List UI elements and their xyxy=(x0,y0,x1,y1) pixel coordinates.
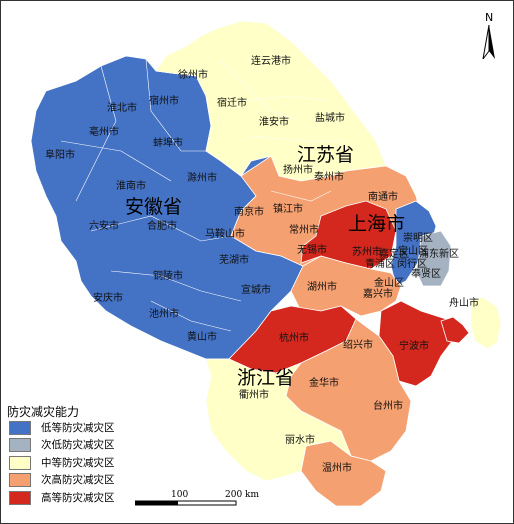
district-label: 崇明区 xyxy=(403,232,433,244)
city-label: 舟山市 xyxy=(449,296,479,309)
city-label: 宿迁市 xyxy=(217,96,247,109)
city-label: 黄山市 xyxy=(187,330,217,343)
city-label: 安庆市 xyxy=(93,291,123,304)
district-label: 浦东新区 xyxy=(419,247,459,260)
legend-swatch xyxy=(9,491,31,505)
city-label: 阜阳市 xyxy=(45,148,75,161)
city-label: 滁州市 xyxy=(187,171,217,184)
legend-label: 低等防灾减灾区 xyxy=(41,422,115,434)
city-label: 常州市 xyxy=(289,223,319,236)
legend-label: 高等防灾减灾区 xyxy=(41,492,115,504)
legend-label: 次高防灾减灾区 xyxy=(41,474,115,486)
city-label: 六安市 xyxy=(89,219,119,232)
city-label: 宿州市 xyxy=(149,94,179,107)
city-label: 宁波市 xyxy=(399,339,429,352)
north-label: N xyxy=(485,11,493,24)
city-label: 铜陵市 xyxy=(153,269,183,282)
city-label: 泰州市 xyxy=(314,170,344,183)
city-label: 湖州市 xyxy=(307,280,337,293)
district-label: 青浦区 xyxy=(365,257,395,270)
city-label: 芜湖市 xyxy=(219,253,249,266)
city-label: 杭州市 xyxy=(279,331,309,344)
legend-label: 中等防灾减灾区 xyxy=(41,457,115,469)
legend-swatch xyxy=(9,438,31,452)
city-label: 无锡市 xyxy=(297,243,327,256)
legend-swatch xyxy=(9,421,31,435)
city-label: 淮安市 xyxy=(259,115,289,128)
city-label: 温州市 xyxy=(322,461,352,474)
district-label: 奉贤区 xyxy=(411,267,441,280)
legend-title: 防灾减灾能力 xyxy=(7,405,80,419)
city-label: 扬州市 xyxy=(283,163,313,176)
scale-bar xyxy=(120,500,237,506)
city-label: 亳州市 xyxy=(89,125,119,138)
city-label: 合肥市 xyxy=(147,219,177,232)
region-zhoushan xyxy=(440,316,470,344)
city-label: 绍兴市 xyxy=(343,338,373,351)
city-label: 宣城市 xyxy=(241,283,271,296)
city-label: 镇江市 xyxy=(273,202,303,215)
scale-label-200: 200 km xyxy=(225,490,260,500)
province-label-shanghai: 上海市 xyxy=(348,213,405,235)
city-label: 淮北市 xyxy=(107,101,137,114)
city-label: 南京市 xyxy=(234,205,264,218)
scale-label-100: 100 xyxy=(171,490,189,500)
legend-label: 次低防灾减灾区 xyxy=(41,439,115,451)
region-zhejiang-south xyxy=(205,358,352,482)
city-label: 蚌埠市 xyxy=(153,136,183,149)
north-arrow-icon: N xyxy=(482,11,495,60)
province-label-anhui: 安徽省 xyxy=(125,196,182,218)
city-label: 嘉兴市 xyxy=(363,287,393,300)
region-shanghai-sublow xyxy=(415,230,452,287)
province-label-zhejiang: 浙江省 xyxy=(237,367,294,389)
province-label-jiangsu: 江苏省 xyxy=(297,144,354,166)
region-zhoushan-east xyxy=(470,296,502,350)
city-label: 衢州市 xyxy=(239,388,269,401)
legend-swatch xyxy=(9,456,31,470)
city-borders xyxy=(60,58,346,332)
city-label: 台州市 xyxy=(373,399,403,412)
district-label: 宝山区 xyxy=(398,244,428,257)
legend-swatch xyxy=(9,473,31,487)
city-label: 淮南市 xyxy=(116,179,146,192)
city-label: 苏州市 xyxy=(352,245,382,258)
city-label: 马鞍山市 xyxy=(205,227,245,240)
city-label: 盐城市 xyxy=(315,111,345,124)
city-label: 南通市 xyxy=(368,190,398,203)
city-label: 金华市 xyxy=(309,376,339,389)
city-label: 丽水市 xyxy=(285,433,315,446)
city-label: 徐州市 xyxy=(178,68,208,81)
district-label: 金山区 xyxy=(374,276,404,289)
city-label: 池州市 xyxy=(149,307,179,320)
district-label: 闵行区 xyxy=(397,257,427,270)
city-label: 连云港市 xyxy=(251,54,291,67)
district-label: 嘉定区 xyxy=(379,247,409,260)
